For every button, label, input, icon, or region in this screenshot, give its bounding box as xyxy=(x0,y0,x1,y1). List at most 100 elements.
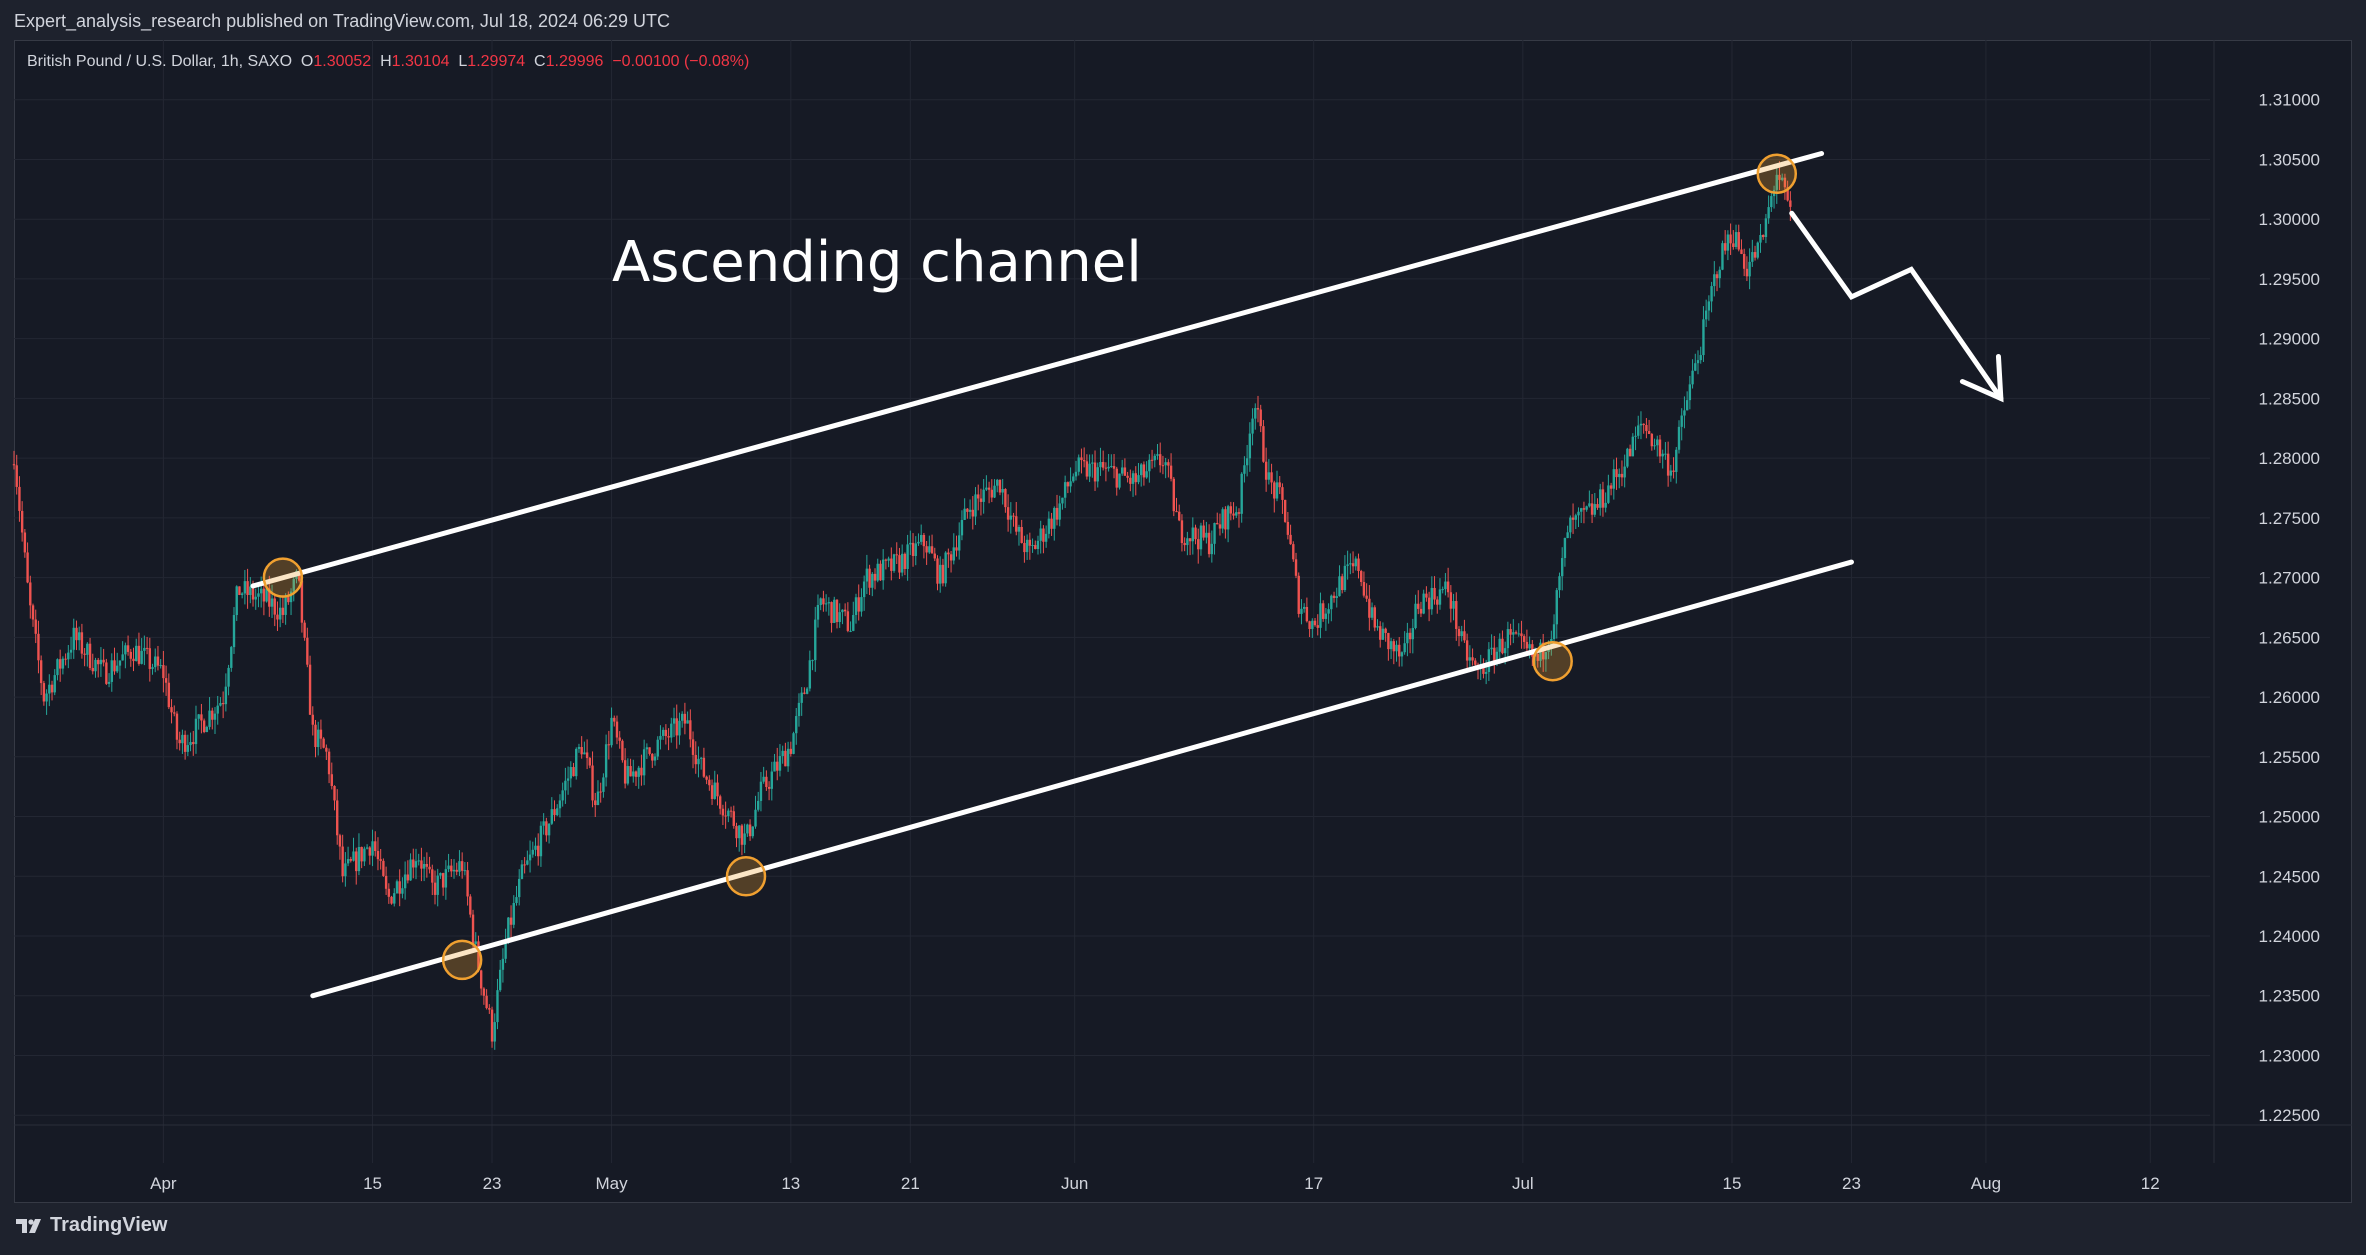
candle xyxy=(1169,453,1173,482)
candle xyxy=(379,848,382,870)
candle xyxy=(1400,651,1404,667)
candle xyxy=(1148,454,1151,483)
candle xyxy=(167,673,171,710)
symbol-name: British Pound / U.S. Dollar, 1h, SAXO xyxy=(27,53,293,70)
tradingview-logo[interactable]: TradingView xyxy=(14,1214,167,1237)
low-label: L xyxy=(458,53,468,70)
candle xyxy=(1742,248,1746,277)
candle xyxy=(610,707,613,748)
candle xyxy=(1202,519,1205,541)
candle xyxy=(460,852,464,879)
upper-channel-line[interactable] xyxy=(250,150,1825,589)
open-value: 1.30052 xyxy=(313,53,372,70)
candle xyxy=(1593,492,1596,518)
candle xyxy=(656,736,659,761)
candle xyxy=(1343,555,1347,593)
chart-pane[interactable] xyxy=(14,40,2352,1203)
candle xyxy=(1061,497,1064,510)
candle xyxy=(708,775,711,791)
candle xyxy=(1566,525,1569,539)
candle xyxy=(895,542,898,564)
candle xyxy=(1446,567,1450,598)
candle xyxy=(892,553,896,573)
lower-channel-line[interactable] xyxy=(310,559,1854,999)
candle xyxy=(1596,498,1599,510)
candle xyxy=(1335,587,1338,608)
candle xyxy=(977,484,980,511)
candle xyxy=(887,556,890,568)
candle xyxy=(219,697,222,707)
candle xyxy=(80,623,84,659)
candle xyxy=(360,846,363,869)
candle xyxy=(1761,234,1765,240)
candle xyxy=(319,719,323,750)
candle xyxy=(1286,511,1290,540)
candle xyxy=(564,767,567,804)
candle xyxy=(966,508,969,519)
candle xyxy=(477,935,480,973)
candle xyxy=(1756,241,1759,260)
candle xyxy=(1408,628,1412,654)
candle xyxy=(211,707,214,730)
candle xyxy=(1590,494,1594,524)
candle xyxy=(814,606,817,672)
candle xyxy=(1186,531,1189,556)
candle xyxy=(1384,627,1387,642)
candle xyxy=(1658,434,1662,464)
candle xyxy=(1729,223,1732,255)
candle xyxy=(1379,621,1382,648)
candle xyxy=(441,872,445,896)
candle xyxy=(162,650,165,693)
candle xyxy=(634,770,638,786)
candle xyxy=(216,695,219,725)
candle xyxy=(107,673,111,688)
candle xyxy=(808,650,812,692)
candle xyxy=(1759,224,1762,253)
candle xyxy=(716,774,719,806)
candle xyxy=(1365,583,1368,602)
candle xyxy=(680,711,684,728)
candle xyxy=(175,711,179,750)
candle xyxy=(1311,618,1314,638)
candle xyxy=(1031,538,1034,553)
candle xyxy=(1569,515,1572,539)
candle xyxy=(623,748,627,789)
candle xyxy=(1248,422,1252,472)
candle xyxy=(164,665,168,696)
candle xyxy=(1194,524,1197,545)
candle xyxy=(781,745,784,764)
candle xyxy=(1338,565,1341,597)
candle xyxy=(773,753,776,772)
candle xyxy=(974,487,977,526)
symbol-legend: British Pound / U.S. Dollar, 1h, SAXO O1… xyxy=(27,53,749,71)
candle xyxy=(1653,438,1656,450)
candle xyxy=(642,739,646,786)
candle xyxy=(632,759,635,783)
candle xyxy=(575,747,578,780)
candle xyxy=(1245,444,1249,477)
candle xyxy=(917,533,920,546)
candle xyxy=(776,747,779,781)
candle xyxy=(1150,449,1154,469)
candle xyxy=(202,718,206,734)
candle xyxy=(1403,631,1406,655)
candle xyxy=(1789,191,1792,222)
candle xyxy=(289,588,293,616)
tradingview-logo-icon xyxy=(16,1218,41,1233)
candle xyxy=(303,620,306,641)
candle xyxy=(490,1006,494,1048)
candle xyxy=(433,870,437,905)
candle xyxy=(922,532,926,559)
projection-arrow[interactable] xyxy=(1789,210,2004,401)
candle xyxy=(743,823,746,854)
candle xyxy=(816,594,820,628)
candle xyxy=(1417,590,1420,615)
candle xyxy=(1330,594,1333,622)
candle xyxy=(1161,455,1165,475)
candle xyxy=(1332,591,1336,603)
candle xyxy=(479,969,483,996)
candle xyxy=(262,581,266,616)
candle xyxy=(1704,299,1708,327)
candle xyxy=(1647,419,1651,435)
